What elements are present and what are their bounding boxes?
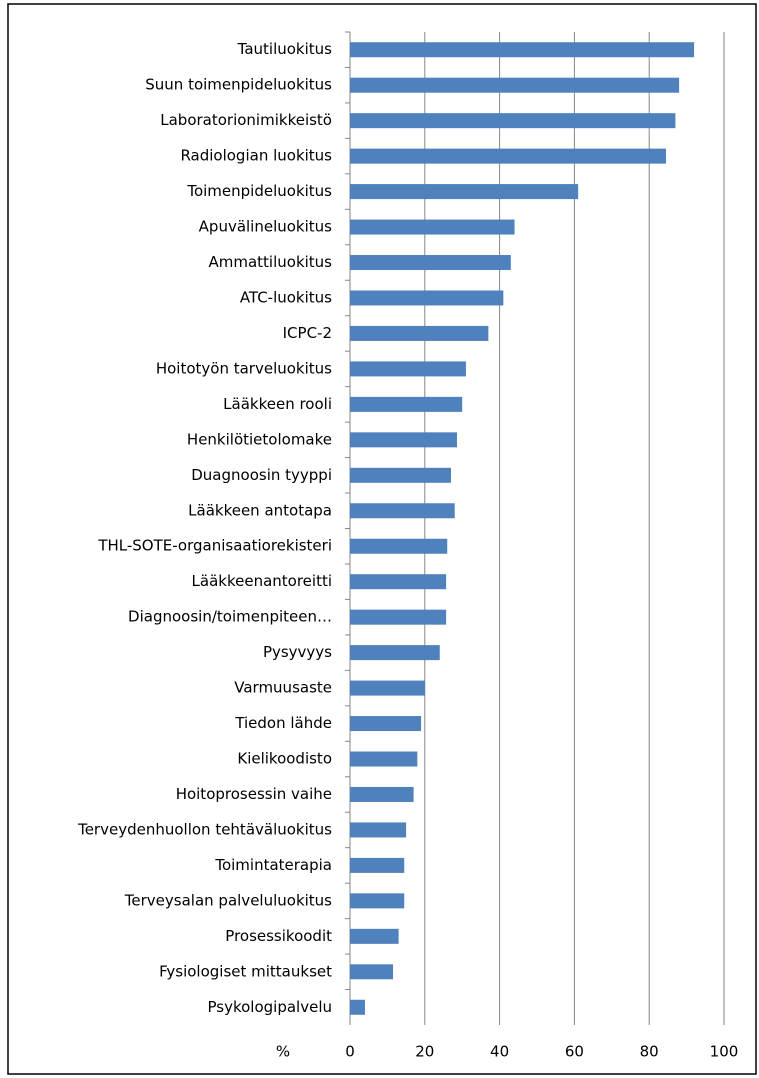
bar <box>350 822 407 838</box>
x-tick-label: 40 <box>490 1043 509 1061</box>
bar <box>350 290 504 306</box>
bar <box>350 857 405 873</box>
bar <box>350 77 680 93</box>
y-tick-label: Kielikoodisto <box>237 750 332 768</box>
bar <box>350 574 447 590</box>
y-tick-label: Toimintaterapia <box>214 856 332 874</box>
y-tick-label: Prosessikoodit <box>225 927 332 945</box>
y-tick-label: Laboratorionimikkeistö <box>160 111 332 129</box>
y-tick-label: Toimenpideluokitus <box>186 182 332 200</box>
y-tick-label: Fysiologiset mittaukset <box>159 962 332 980</box>
x-tick-label: 80 <box>640 1043 659 1061</box>
y-tick-label: Tiedon lähde <box>234 714 332 732</box>
bar <box>350 325 489 341</box>
x-tick-label: 0 <box>345 1043 355 1061</box>
y-tick-label: Lääkkeen antotapa <box>188 501 332 519</box>
bar <box>350 751 418 767</box>
y-tick-label: Terveysalan palveluluokitus <box>124 891 332 909</box>
bar <box>350 219 515 235</box>
y-tick-label: Lääkkeenantoreitti <box>192 572 332 590</box>
bar <box>350 184 579 200</box>
y-tick-label: Varmuusaste <box>234 679 332 697</box>
bar <box>350 538 448 554</box>
x-tick-label: 60 <box>565 1043 584 1061</box>
bar <box>350 928 399 944</box>
frame <box>7 3 757 1075</box>
bar <box>350 113 676 129</box>
bar <box>350 893 405 909</box>
x-tick-label: 20 <box>415 1043 434 1061</box>
y-tick-label: Pysyvyys <box>263 643 332 661</box>
y-tick-label: THL-SOTE-organisaatiorekisteri <box>97 537 332 555</box>
y-tick-label: Hoitoprosessin vaihe <box>176 785 332 803</box>
y-tick-label: Hoitotyön tarveluokitus <box>156 359 332 377</box>
bar <box>350 503 455 519</box>
bar <box>350 786 414 802</box>
bar <box>350 148 667 164</box>
y-tick-label: Radiologian luokitus <box>180 147 332 165</box>
y-tick-label: ICPC-2 <box>283 324 332 342</box>
y-tick-label: Apuvälineluokitus <box>199 218 333 236</box>
bar <box>350 42 695 58</box>
bar <box>350 645 440 661</box>
bar <box>350 609 447 625</box>
y-tick-label: Henkilötietolomake <box>187 430 332 448</box>
bar <box>350 964 394 980</box>
bar <box>350 255 511 271</box>
y-tick-label: Psykologipalvelu <box>208 998 333 1016</box>
y-tick-label: Lääkkeen rooli <box>223 395 332 413</box>
y-tick-label: Ammattiluokitus <box>208 253 332 271</box>
y-tick-label: Tautiluokitus <box>237 40 333 58</box>
x-axis-label: % <box>276 1043 290 1061</box>
bar <box>350 999 365 1015</box>
y-tick-label: ATC-luokitus <box>240 288 332 306</box>
y-tick-label: Diagnoosin/toimenpiteen… <box>128 608 332 626</box>
bar <box>350 361 466 377</box>
y-tick-label: Duagnoosin tyyppi <box>191 466 332 484</box>
bar <box>350 467 451 483</box>
bar <box>350 396 463 412</box>
x-tick-label: 100 <box>710 1043 739 1061</box>
y-tick-label: Terveydenhuollon tehtäväluokitus <box>77 820 332 838</box>
bar <box>350 680 425 696</box>
bar <box>350 716 422 732</box>
bar <box>350 432 457 448</box>
y-tick-label: Suun toimenpideluokitus <box>145 76 332 94</box>
